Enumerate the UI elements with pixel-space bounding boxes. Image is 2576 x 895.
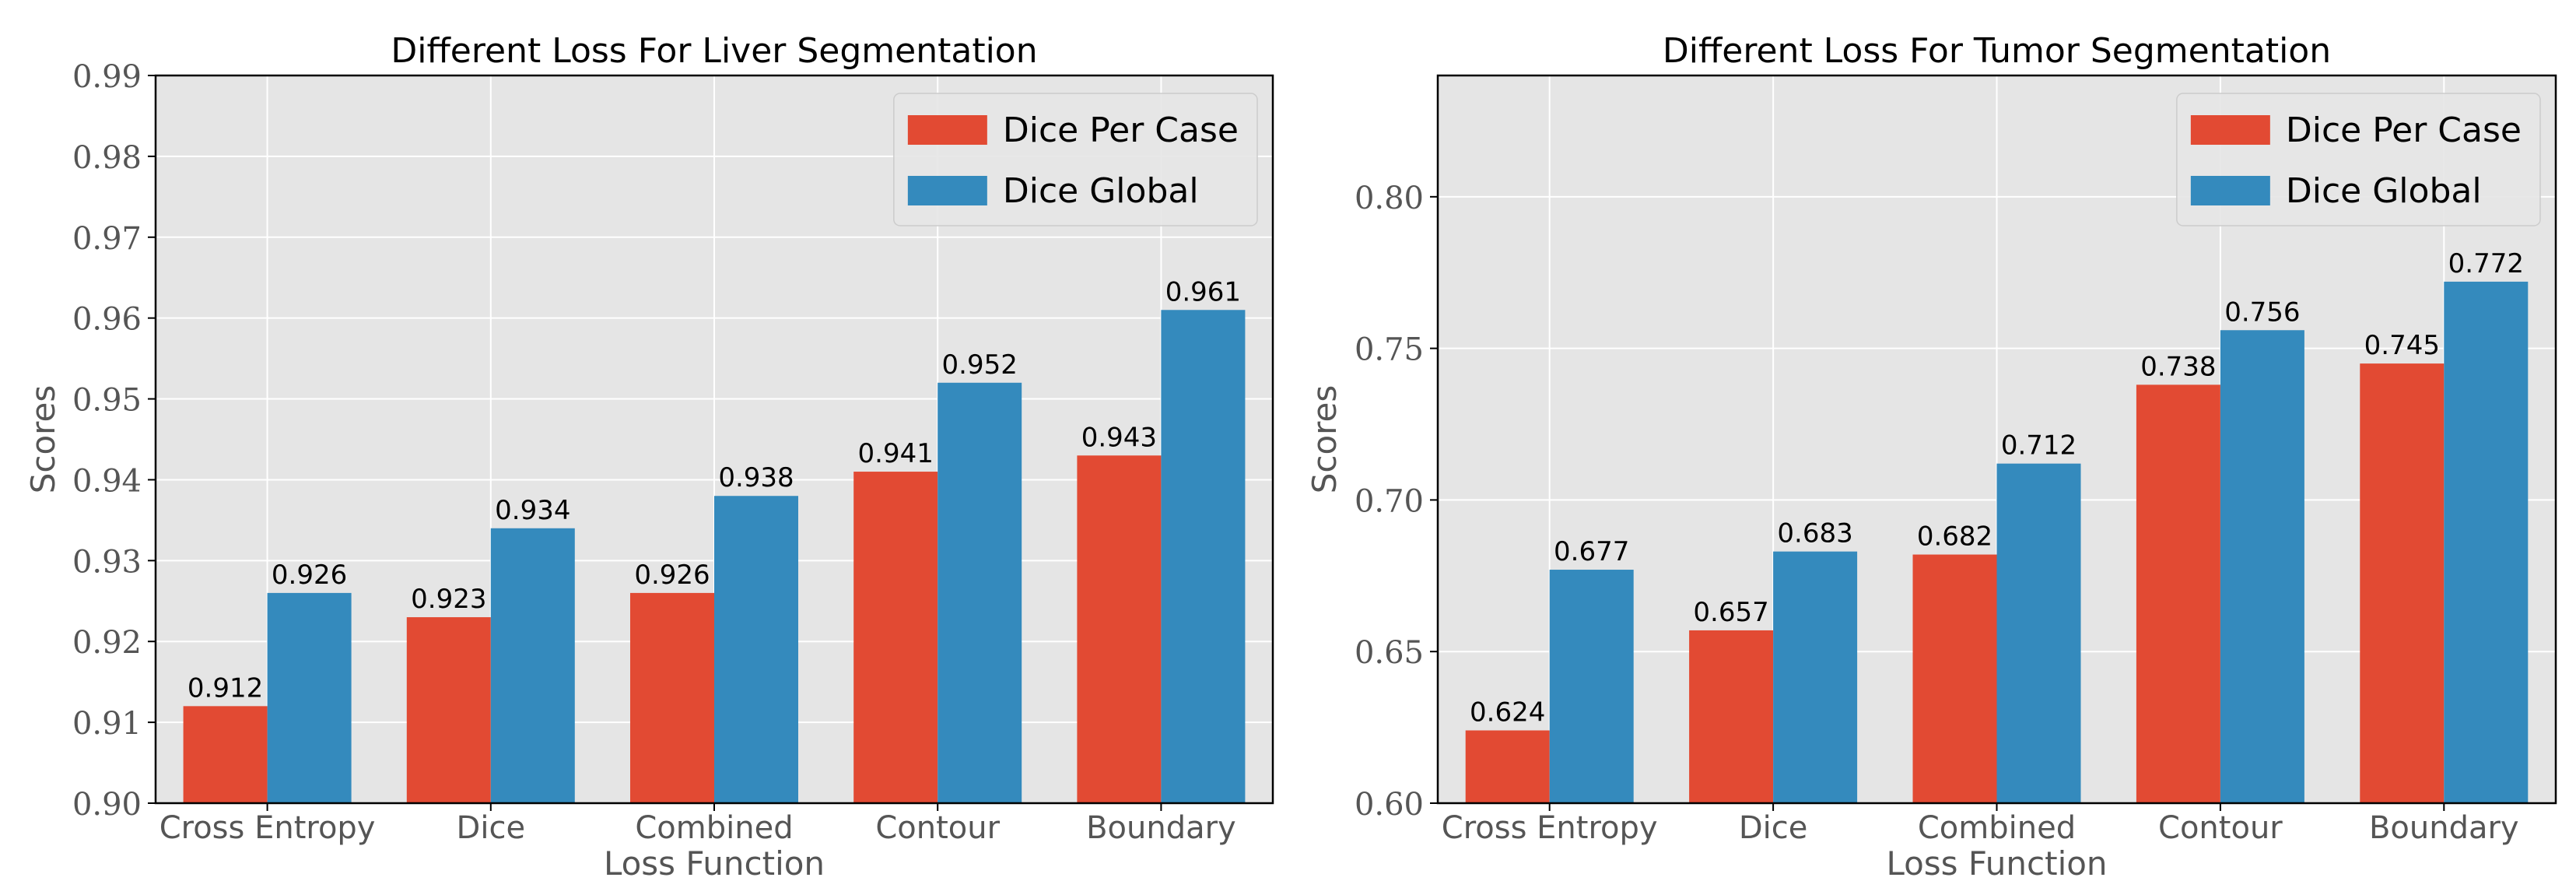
legend-label-dice-per-case: Dice Per Case: [2286, 111, 2522, 150]
y-tick-label: 0.75: [1355, 332, 1424, 368]
legend-swatch-dice-per-case: [2190, 115, 2270, 145]
legend-label-dice-global: Dice Global: [2286, 171, 2482, 211]
bar-value-label: 0.952: [942, 349, 1018, 381]
x-tick-label: Contour: [2158, 810, 2283, 846]
x-tick-label: Contour: [875, 810, 1000, 846]
bar-dice-global: [1773, 551, 1858, 803]
bar-value-label: 0.745: [2364, 330, 2440, 361]
y-tick-label: 0.96: [72, 302, 142, 338]
bar-value-label: 0.926: [634, 560, 710, 591]
bar-value-label: 0.943: [1081, 422, 1157, 453]
liver-segmentation-chart: 0.90 0.91 0.92 0.93 0.94 0.95 0.96 0.97 0.98 0.99…: [24, 31, 1274, 883]
x-tick-label: Combined: [1918, 810, 2076, 846]
bar-value-label: 0.934: [495, 495, 570, 526]
x-axis-label: Loss Function: [1886, 844, 2107, 883]
bar-dice-per-case: [1689, 630, 1774, 803]
y-tick-label: 0.90: [72, 787, 142, 823]
bar-dice-global: [1996, 463, 2081, 803]
y-tick-label: 0.94: [72, 463, 142, 499]
bar-dice-global: [267, 592, 352, 803]
plot-frame: [154, 74, 1274, 805]
bar-dice-global: [1161, 310, 1246, 803]
bar-dice-per-case: [2360, 363, 2445, 804]
bar-dice-per-case: [1077, 455, 1162, 803]
y-tick-label: 0.70: [1355, 483, 1424, 519]
bar-value-label: 0.657: [1693, 597, 1768, 628]
bar-value-label: 0.926: [272, 560, 347, 591]
legend-label-dice-per-case: Dice Per Case: [1003, 111, 1239, 150]
bar-value-label: 0.923: [411, 584, 486, 615]
y-tick-label: 0.97: [72, 221, 142, 257]
x-tick-label: Cross Entropy: [159, 810, 376, 846]
liver-chart-title: Different Loss For Liver Segmentation: [391, 31, 1037, 71]
tumor-chart-title: Different Loss For Tumor Segmentation: [1663, 31, 2331, 71]
bar-value-label: 0.682: [1917, 521, 1992, 553]
x-tick-label: Dice: [1739, 810, 1808, 846]
bar-dice-per-case: [630, 592, 714, 803]
bar-dice-global: [938, 382, 1022, 803]
y-tick-label: 0.93: [72, 544, 142, 580]
legend-swatch-dice-global: [2190, 176, 2270, 205]
bar-value-label: 0.712: [2001, 430, 2077, 462]
y-tick-label: 0.92: [72, 625, 142, 661]
x-tick-label: Boundary: [2369, 810, 2519, 846]
bar-value-label: 0.624: [1470, 697, 1545, 728]
legend-swatch-dice-global: [907, 176, 987, 205]
legend-swatch-dice-per-case: [907, 115, 987, 145]
tumor-segmentation-chart: 0.60 0.65 0.70 0.75 0.80 Cross Entropy Dice Com…: [1306, 31, 2557, 883]
y-axis-label: Scores: [1306, 385, 1344, 494]
bar-dice-per-case: [1912, 554, 1997, 803]
bar-dice-per-case: [2136, 384, 2220, 803]
bar-value-label: 0.938: [718, 462, 794, 493]
bar-dice-global: [1549, 570, 1634, 803]
bar-dice-per-case: [183, 706, 268, 803]
x-axis-label: Loss Function: [604, 844, 825, 883]
y-axis-label: Scores: [24, 385, 62, 494]
y-tick-label: 0.99: [72, 59, 142, 95]
bar-value-label: 0.772: [2448, 248, 2524, 279]
bar-dice-global: [2444, 281, 2529, 804]
y-tick-label: 0.91: [72, 706, 142, 742]
bar-dice-per-case: [1465, 730, 1550, 803]
bar-dice-global: [490, 528, 575, 803]
bar-value-label: 0.683: [1777, 518, 1852, 549]
x-tick-label: Combined: [635, 810, 793, 846]
legend-label-dice-global: Dice Global: [1003, 171, 1199, 211]
x-tick-label: Cross Entropy: [1442, 810, 1658, 846]
x-tick-label: Boundary: [1086, 810, 1236, 846]
y-tick-label: 0.80: [1355, 181, 1424, 216]
bar-value-label: 0.738: [2140, 351, 2216, 382]
bar-value-label: 0.756: [2224, 297, 2300, 328]
bar-value-label: 0.941: [858, 438, 934, 469]
bar-dice-per-case: [406, 617, 491, 803]
plot-frame: [1436, 74, 2557, 805]
bar-value-label: 0.912: [188, 672, 263, 704]
y-tick-label: 0.65: [1355, 635, 1424, 671]
y-tick-label: 0.60: [1355, 787, 1424, 823]
bar-value-label: 0.677: [1554, 536, 1629, 567]
bar-dice-global: [2220, 330, 2304, 803]
bar-value-label: 0.961: [1165, 276, 1241, 307]
y-tick-label: 0.98: [72, 140, 142, 176]
x-tick-label: Dice: [457, 810, 526, 846]
y-tick-label: 0.95: [72, 383, 142, 419]
bar-dice-global: [714, 496, 798, 803]
bar-dice-per-case: [853, 472, 938, 803]
